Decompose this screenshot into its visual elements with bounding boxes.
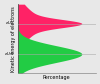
Text: $eU_{r0}$: $eU_{r0}$ (4, 50, 14, 58)
X-axis label: Percentage: Percentage (43, 75, 71, 80)
Y-axis label: Kinetic energy of electrons: Kinetic energy of electrons (11, 6, 16, 72)
Text: $eU_0$: $eU_0$ (5, 20, 14, 27)
